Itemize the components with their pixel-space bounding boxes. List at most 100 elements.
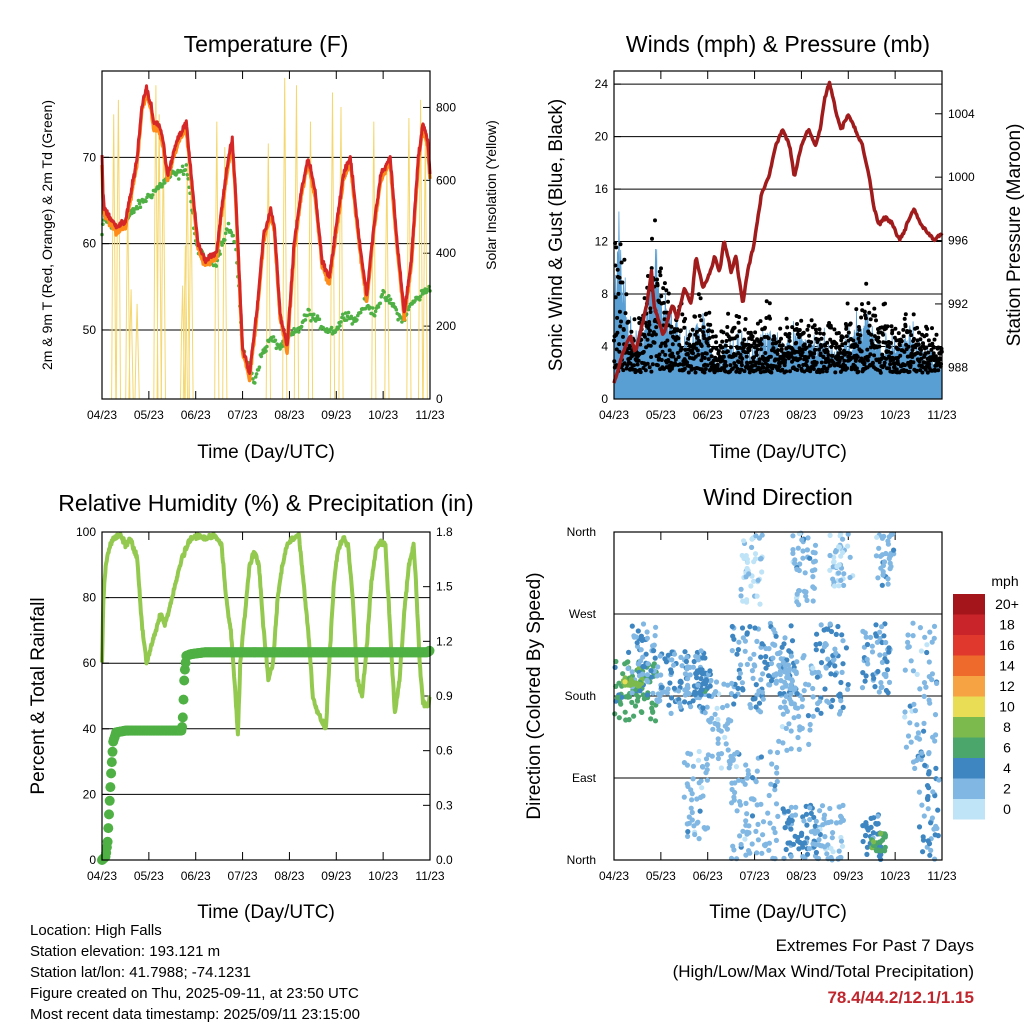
dewpoint-point — [135, 206, 140, 211]
direction-point — [914, 671, 920, 678]
gust-point — [834, 342, 839, 346]
gust-point — [838, 347, 842, 352]
gust-point — [877, 339, 882, 344]
direction-point — [754, 638, 760, 645]
gust-point — [790, 359, 794, 364]
x-tick-label: 06/23 — [693, 408, 723, 422]
direction-point — [829, 835, 835, 841]
direction-point — [827, 532, 833, 539]
direction-point — [840, 661, 846, 667]
gust-point — [677, 342, 682, 347]
gust-point — [613, 295, 618, 300]
direction-point — [873, 553, 880, 559]
direction-point — [669, 657, 675, 663]
direction-point — [731, 636, 737, 642]
direction-point — [754, 802, 760, 808]
dewpoint-point — [388, 297, 393, 302]
direction-point — [881, 633, 887, 639]
direction-point — [833, 820, 840, 826]
gust-point — [666, 291, 671, 296]
gust-point — [638, 370, 643, 375]
direction-point — [759, 569, 765, 575]
direction-point — [637, 681, 643, 688]
legend-swatch — [953, 594, 985, 615]
solar-series — [111, 77, 428, 400]
gust-point — [915, 338, 920, 343]
direction-point — [620, 671, 626, 677]
direction-point — [906, 644, 912, 650]
direction-point — [748, 796, 755, 802]
direction-point — [756, 700, 763, 706]
gust-point — [648, 306, 653, 311]
gust-point — [678, 362, 683, 367]
gust-point — [856, 325, 861, 329]
dewpoint-point — [305, 313, 310, 318]
gust-point — [893, 361, 898, 366]
direction-point — [845, 543, 851, 549]
direction-point — [760, 832, 766, 838]
direction-point — [749, 813, 756, 819]
direction-point — [779, 644, 785, 650]
x-tick-label: 05/23 — [646, 408, 676, 422]
temperature-ylabel: 2m & 9m T (Red, Orange) & 2m Td (Green) — [39, 100, 55, 370]
direction-point — [812, 542, 819, 548]
direction-point — [811, 814, 817, 821]
gust-point — [715, 362, 720, 367]
direction-point — [928, 847, 934, 854]
y-tick-label: 0 — [601, 392, 608, 406]
gust-point — [873, 313, 878, 318]
direction-point — [713, 679, 720, 685]
gust-point — [720, 339, 725, 344]
gust-point — [877, 344, 882, 349]
direction-point — [863, 833, 869, 839]
direction-point — [902, 714, 908, 720]
direction-point — [744, 599, 750, 605]
gust-point — [649, 369, 654, 374]
humidity-panel: 04/23 05/23 06/23 07/23 08/23 09/23 10/23 11/23… — [28, 490, 474, 923]
direction-point — [785, 820, 792, 826]
gust-point — [749, 343, 754, 348]
legend-swatch — [953, 758, 985, 779]
direction-point — [778, 656, 784, 662]
legend-unit: mph — [991, 573, 1018, 589]
direction-point — [625, 665, 631, 672]
gust-point — [686, 370, 691, 375]
dewpoint-point — [229, 230, 234, 235]
direction-point — [891, 551, 897, 557]
direction-point — [738, 586, 744, 592]
direction-point — [622, 679, 628, 685]
gust-point — [917, 359, 922, 364]
x-tick-label: 08/23 — [786, 408, 816, 422]
direction-point — [740, 687, 746, 693]
dewpoint-point — [378, 301, 383, 306]
gust-point — [669, 324, 674, 329]
direction-point — [902, 709, 908, 715]
direction-point — [886, 645, 892, 651]
dewpoint-point — [372, 313, 377, 318]
temperature-xlabel: Time (Day/UTC) — [197, 442, 335, 463]
gust-point — [683, 347, 688, 352]
gust-point — [735, 366, 740, 371]
legend-swatch — [953, 635, 985, 656]
direction-point — [756, 535, 763, 541]
direction-point — [703, 756, 710, 762]
solar-spike — [128, 289, 134, 400]
gust-point — [725, 325, 730, 329]
y-tick-label: 20 — [595, 130, 609, 144]
direction-point — [773, 837, 780, 844]
direction-point — [788, 653, 795, 659]
direction-point — [734, 808, 740, 814]
y2-tick-label: 0.9 — [436, 689, 453, 703]
gust-point — [797, 363, 801, 368]
direction-point — [760, 696, 766, 702]
dewpoint-point — [368, 305, 372, 310]
direction-point — [790, 550, 796, 557]
direction-point — [905, 639, 911, 646]
direction-point — [732, 789, 738, 796]
gust-point — [936, 368, 941, 373]
direction-point — [833, 631, 839, 638]
direction-point — [931, 623, 938, 630]
gust-point — [817, 347, 821, 352]
direction-point — [722, 734, 728, 741]
gust-point — [856, 336, 861, 341]
